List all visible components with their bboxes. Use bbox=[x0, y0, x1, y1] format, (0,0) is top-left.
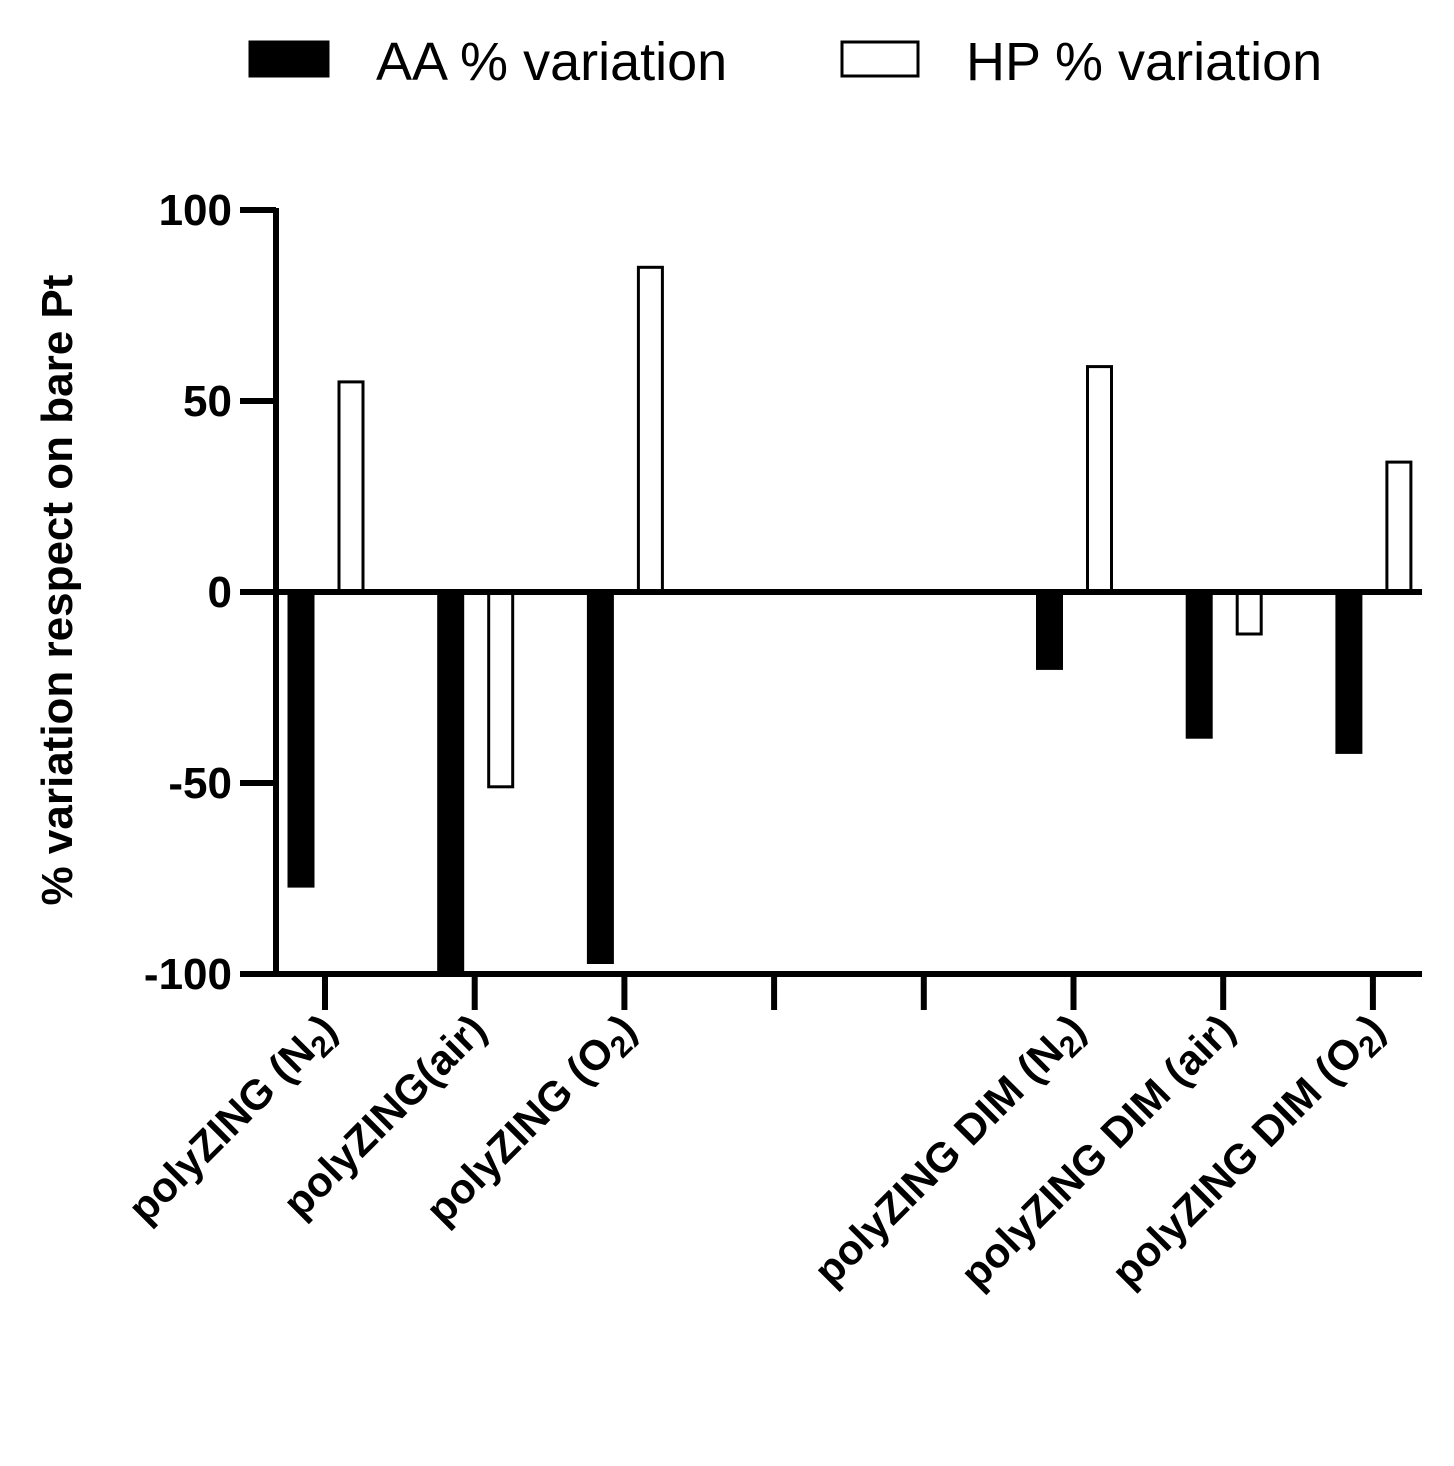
legend: AA % variation HP % variation bbox=[248, 32, 1322, 92]
bar-aa-7 bbox=[1335, 590, 1363, 754]
legend-swatch-aa bbox=[248, 40, 330, 78]
y-tick-label-3: -50 bbox=[168, 759, 232, 808]
bar-aa-6 bbox=[1185, 590, 1213, 739]
category-label-7: polyZING DIM (O2) bbox=[1102, 1005, 1397, 1300]
bar-hp-5 bbox=[1086, 365, 1113, 594]
y-tick-label-1: 50 bbox=[183, 377, 232, 426]
legend-label-hp: HP % variation bbox=[966, 32, 1322, 92]
bar-hp-0 bbox=[337, 380, 365, 594]
legend-swatch-hp bbox=[840, 40, 920, 78]
y-tick-label-0: 100 bbox=[159, 186, 232, 235]
bar-aa-1 bbox=[437, 590, 465, 976]
legend-label-aa: AA % variation bbox=[376, 32, 727, 92]
category-labels-group: polyZING (N2)polyZING(air)polyZING (O2)p… bbox=[119, 1005, 1397, 1300]
bar-hp-7 bbox=[1385, 460, 1413, 594]
bar-aa-0 bbox=[287, 590, 315, 888]
ticks-group: 100 50 0 -50 -100 bbox=[144, 186, 1376, 1010]
bars-group bbox=[287, 265, 1413, 976]
category-label-6: polyZING DIM (air) bbox=[951, 1005, 1243, 1297]
y-axis-title: % variation respect on bare Pt bbox=[33, 274, 82, 905]
bar-aa-2 bbox=[586, 590, 614, 964]
category-label-5: polyZING DIM (N2) bbox=[805, 1005, 1098, 1298]
bar-hp-6 bbox=[1235, 590, 1263, 636]
bar-aa-5 bbox=[1036, 590, 1063, 670]
bar-hp-1 bbox=[487, 590, 515, 789]
y-tick-label-2: 0 bbox=[208, 568, 232, 617]
y-tick-label-4: -100 bbox=[144, 950, 232, 999]
bar-hp-2 bbox=[636, 265, 664, 594]
